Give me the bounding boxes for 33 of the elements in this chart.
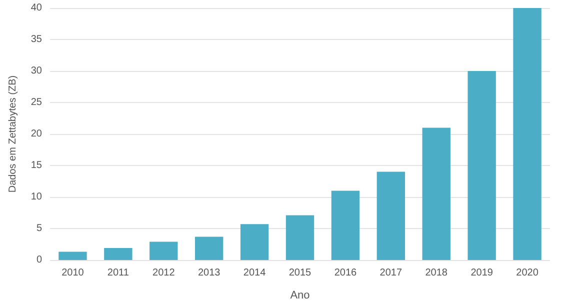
- y-tick-label: 20: [30, 128, 42, 140]
- bar: [513, 8, 542, 260]
- bar: [286, 215, 314, 260]
- y-tick-label: 0: [36, 254, 42, 266]
- y-tick-label: 40: [30, 2, 42, 14]
- bar: [195, 236, 224, 260]
- x-tick-label: 2014: [243, 268, 266, 278]
- x-axis-title: Ano: [290, 290, 310, 302]
- y-tick-label: 25: [30, 97, 42, 108]
- y-tick-label: 10: [30, 192, 42, 202]
- bar: [150, 242, 178, 260]
- y-tick-label: 35: [30, 34, 42, 45]
- y-tick-label: 30: [30, 66, 42, 76]
- bar: [240, 224, 269, 260]
- bar: [468, 71, 496, 260]
- x-tick-label: 2019: [470, 268, 494, 278]
- bar: [376, 172, 405, 260]
- x-tick-label: 2018: [425, 268, 448, 278]
- x-tick-label: 2020: [516, 268, 539, 278]
- x-tick-label: 2013: [198, 268, 221, 278]
- x-tick-label: 2012: [152, 268, 176, 278]
- bar: [422, 128, 450, 260]
- bar: [104, 248, 132, 260]
- y-tick-label: 5: [36, 223, 42, 234]
- x-tick-label: 2015: [288, 268, 312, 278]
- x-tick-label: 2016: [334, 268, 358, 278]
- y-axis-title: Dados em Zettabytes (ZB): [8, 75, 18, 193]
- bar: [331, 190, 360, 260]
- x-tick-label: 2011: [107, 268, 130, 278]
- y-tick-label: 15: [30, 160, 42, 171]
- x-tick-label: 2017: [380, 268, 402, 278]
- x-tick-label: 2010: [62, 268, 84, 278]
- bar: [58, 252, 87, 260]
